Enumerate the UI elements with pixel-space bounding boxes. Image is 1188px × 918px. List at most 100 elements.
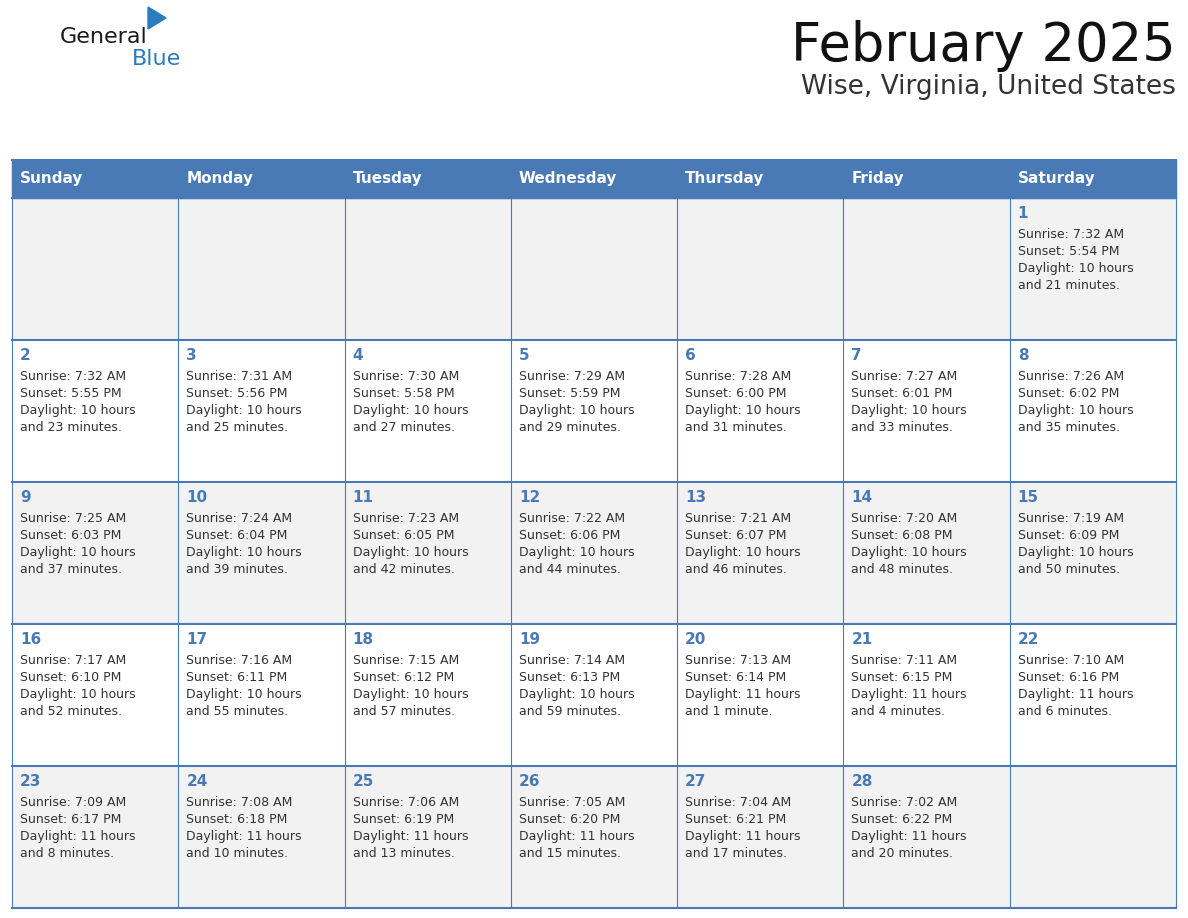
Text: 21: 21 xyxy=(852,632,873,647)
Text: Sunrise: 7:10 AM: Sunrise: 7:10 AM xyxy=(1018,654,1124,667)
Text: Daylight: 10 hours: Daylight: 10 hours xyxy=(353,546,468,559)
Text: Sunset: 6:07 PM: Sunset: 6:07 PM xyxy=(685,529,786,542)
Text: Sunset: 6:22 PM: Sunset: 6:22 PM xyxy=(852,813,953,826)
Text: 17: 17 xyxy=(187,632,208,647)
Text: Daylight: 10 hours: Daylight: 10 hours xyxy=(852,546,967,559)
Text: Sunrise: 7:14 AM: Sunrise: 7:14 AM xyxy=(519,654,625,667)
Text: 8: 8 xyxy=(1018,348,1029,363)
Text: Sunrise: 7:11 AM: Sunrise: 7:11 AM xyxy=(852,654,958,667)
Text: Sunrise: 7:22 AM: Sunrise: 7:22 AM xyxy=(519,512,625,525)
Text: 7: 7 xyxy=(852,348,862,363)
Text: Sunset: 5:59 PM: Sunset: 5:59 PM xyxy=(519,387,620,400)
Bar xyxy=(12,340,1176,482)
Text: Daylight: 11 hours: Daylight: 11 hours xyxy=(519,830,634,843)
Text: Sunset: 6:13 PM: Sunset: 6:13 PM xyxy=(519,671,620,684)
Text: Daylight: 10 hours: Daylight: 10 hours xyxy=(1018,262,1133,275)
Bar xyxy=(12,160,1176,198)
Text: 10: 10 xyxy=(187,490,208,505)
Text: Daylight: 10 hours: Daylight: 10 hours xyxy=(685,404,801,417)
Text: Wednesday: Wednesday xyxy=(519,172,618,186)
Text: Sunset: 5:54 PM: Sunset: 5:54 PM xyxy=(1018,245,1119,258)
Text: Sunrise: 7:15 AM: Sunrise: 7:15 AM xyxy=(353,654,459,667)
Bar xyxy=(12,482,1176,624)
Text: 18: 18 xyxy=(353,632,374,647)
Text: Daylight: 10 hours: Daylight: 10 hours xyxy=(519,404,634,417)
Text: and 8 minutes.: and 8 minutes. xyxy=(20,847,114,860)
Text: 12: 12 xyxy=(519,490,541,505)
Text: Sunset: 6:06 PM: Sunset: 6:06 PM xyxy=(519,529,620,542)
Text: Sunset: 5:58 PM: Sunset: 5:58 PM xyxy=(353,387,454,400)
Text: and 33 minutes.: and 33 minutes. xyxy=(852,421,953,434)
Text: 28: 28 xyxy=(852,774,873,789)
Text: Sunset: 6:12 PM: Sunset: 6:12 PM xyxy=(353,671,454,684)
Text: Sunrise: 7:28 AM: Sunrise: 7:28 AM xyxy=(685,370,791,383)
Text: 4: 4 xyxy=(353,348,364,363)
Text: and 23 minutes.: and 23 minutes. xyxy=(20,421,122,434)
Text: Sunset: 6:16 PM: Sunset: 6:16 PM xyxy=(1018,671,1119,684)
Bar xyxy=(12,766,1176,908)
Text: Friday: Friday xyxy=(852,172,904,186)
Text: 1: 1 xyxy=(1018,206,1029,221)
Text: Sunset: 6:05 PM: Sunset: 6:05 PM xyxy=(353,529,454,542)
Text: Daylight: 10 hours: Daylight: 10 hours xyxy=(685,546,801,559)
Text: Sunrise: 7:24 AM: Sunrise: 7:24 AM xyxy=(187,512,292,525)
Text: Daylight: 11 hours: Daylight: 11 hours xyxy=(20,830,135,843)
Text: Daylight: 10 hours: Daylight: 10 hours xyxy=(187,688,302,701)
Text: and 29 minutes.: and 29 minutes. xyxy=(519,421,621,434)
Text: 23: 23 xyxy=(20,774,42,789)
Text: and 21 minutes.: and 21 minutes. xyxy=(1018,279,1119,292)
Text: 20: 20 xyxy=(685,632,707,647)
Text: Sunrise: 7:19 AM: Sunrise: 7:19 AM xyxy=(1018,512,1124,525)
Text: Sunset: 5:55 PM: Sunset: 5:55 PM xyxy=(20,387,121,400)
Text: Sunrise: 7:20 AM: Sunrise: 7:20 AM xyxy=(852,512,958,525)
Text: Sunset: 5:56 PM: Sunset: 5:56 PM xyxy=(187,387,287,400)
Text: Daylight: 11 hours: Daylight: 11 hours xyxy=(353,830,468,843)
Text: 6: 6 xyxy=(685,348,696,363)
Text: 25: 25 xyxy=(353,774,374,789)
Text: Daylight: 10 hours: Daylight: 10 hours xyxy=(852,404,967,417)
Text: Sunset: 6:11 PM: Sunset: 6:11 PM xyxy=(187,671,287,684)
Text: Sunrise: 7:32 AM: Sunrise: 7:32 AM xyxy=(1018,228,1124,241)
Text: Sunday: Sunday xyxy=(20,172,83,186)
Text: Sunrise: 7:31 AM: Sunrise: 7:31 AM xyxy=(187,370,292,383)
Text: Daylight: 11 hours: Daylight: 11 hours xyxy=(685,830,801,843)
Text: February 2025: February 2025 xyxy=(791,20,1176,72)
Text: Tuesday: Tuesday xyxy=(353,172,422,186)
Text: and 55 minutes.: and 55 minutes. xyxy=(187,705,289,718)
Text: Daylight: 10 hours: Daylight: 10 hours xyxy=(20,688,135,701)
Text: 15: 15 xyxy=(1018,490,1038,505)
Text: Daylight: 11 hours: Daylight: 11 hours xyxy=(187,830,302,843)
Text: 9: 9 xyxy=(20,490,31,505)
Text: Sunrise: 7:26 AM: Sunrise: 7:26 AM xyxy=(1018,370,1124,383)
Text: Daylight: 10 hours: Daylight: 10 hours xyxy=(1018,546,1133,559)
Text: Sunset: 6:21 PM: Sunset: 6:21 PM xyxy=(685,813,786,826)
Text: General: General xyxy=(61,27,147,47)
Text: Sunset: 6:00 PM: Sunset: 6:00 PM xyxy=(685,387,786,400)
Text: and 25 minutes.: and 25 minutes. xyxy=(187,421,289,434)
Text: Daylight: 10 hours: Daylight: 10 hours xyxy=(353,404,468,417)
Text: Sunrise: 7:08 AM: Sunrise: 7:08 AM xyxy=(187,796,292,809)
Text: Daylight: 11 hours: Daylight: 11 hours xyxy=(685,688,801,701)
Text: 24: 24 xyxy=(187,774,208,789)
Text: Sunrise: 7:06 AM: Sunrise: 7:06 AM xyxy=(353,796,459,809)
Text: and 27 minutes.: and 27 minutes. xyxy=(353,421,455,434)
Text: 2: 2 xyxy=(20,348,31,363)
Text: Sunrise: 7:25 AM: Sunrise: 7:25 AM xyxy=(20,512,126,525)
Bar xyxy=(12,624,1176,766)
Text: 22: 22 xyxy=(1018,632,1040,647)
Text: Sunrise: 7:05 AM: Sunrise: 7:05 AM xyxy=(519,796,625,809)
Text: and 48 minutes.: and 48 minutes. xyxy=(852,563,954,576)
Polygon shape xyxy=(148,7,166,29)
Text: Sunrise: 7:30 AM: Sunrise: 7:30 AM xyxy=(353,370,459,383)
Text: and 4 minutes.: and 4 minutes. xyxy=(852,705,946,718)
Text: Sunset: 6:03 PM: Sunset: 6:03 PM xyxy=(20,529,121,542)
Text: Daylight: 10 hours: Daylight: 10 hours xyxy=(20,546,135,559)
Text: and 13 minutes.: and 13 minutes. xyxy=(353,847,455,860)
Text: Sunset: 6:14 PM: Sunset: 6:14 PM xyxy=(685,671,786,684)
Text: Sunrise: 7:21 AM: Sunrise: 7:21 AM xyxy=(685,512,791,525)
Text: and 15 minutes.: and 15 minutes. xyxy=(519,847,621,860)
Text: Wise, Virginia, United States: Wise, Virginia, United States xyxy=(801,74,1176,100)
Text: 14: 14 xyxy=(852,490,872,505)
Text: Sunset: 6:10 PM: Sunset: 6:10 PM xyxy=(20,671,121,684)
Text: Daylight: 10 hours: Daylight: 10 hours xyxy=(519,688,634,701)
